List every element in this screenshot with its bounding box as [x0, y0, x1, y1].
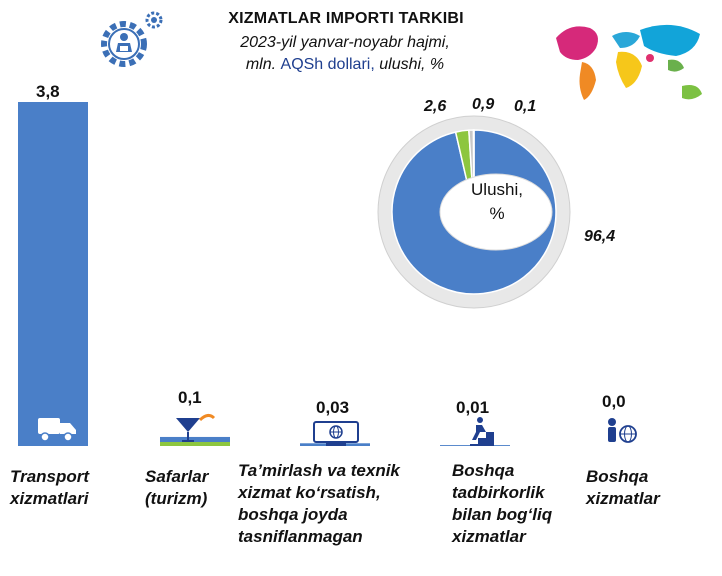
chart-subtitle: 2023-yil yanvar-noyabr hajmi, mln. AQSh …	[160, 32, 530, 76]
pie-center-label: Ulushi, %	[471, 180, 523, 223]
category-label-tourism: Safarlar (turizm)	[145, 467, 209, 508]
bar	[160, 436, 230, 446]
runner-stairs-icon	[470, 417, 494, 446]
subtitle-part-b: AQSh dollari,	[280, 56, 375, 73]
pie-chart	[377, 115, 571, 309]
pie-value-label: 0,9	[472, 96, 495, 113]
bar-value-label: 3,8	[36, 82, 60, 101]
chart-title: XIZMATLAR IMPORTI TARKIBI	[228, 10, 464, 27]
category-label-business: Boshqa tadbirkorlik bilan bog‘liq xizmat…	[452, 461, 553, 546]
cocktail-icon	[176, 413, 216, 442]
bar-value-label: 0,0	[602, 392, 626, 411]
subtitle-line-2: mln. AQSh dollari, ulushi, %	[160, 54, 530, 76]
bar-value-label: 0,1	[178, 388, 202, 407]
person-globe-icon	[608, 418, 637, 443]
world-map-icon	[556, 24, 702, 100]
category-baseline	[160, 442, 230, 446]
gear-person-icon	[101, 11, 163, 67]
category-label-repair: Ta’mirlash va texnik xizmat ko‘rsatish, …	[238, 461, 400, 546]
truck-icon	[38, 418, 76, 442]
pie-center-hole	[439, 173, 553, 251]
pie-value-label: 0,1	[514, 98, 537, 115]
subtitle-line-1: 2023-yil yanvar-noyabr hajmi,	[240, 34, 450, 51]
pie-value-label: 2,6	[424, 98, 447, 115]
category-label-transport: Transport xizmatlari	[10, 467, 90, 508]
bar-series	[18, 102, 510, 446]
bar-value-label: 0,03	[316, 398, 350, 417]
bar	[18, 102, 88, 446]
pie-value-label: 96,4	[584, 228, 616, 245]
bar-value-label: 0,01	[456, 398, 490, 417]
subtitle-part-a: mln.	[245, 56, 277, 73]
monitor-globe-icon	[313, 421, 359, 446]
subtitle-part-c: ulushi, %	[379, 56, 445, 73]
category-label-other: Boshqa xizmatlar	[586, 467, 660, 508]
